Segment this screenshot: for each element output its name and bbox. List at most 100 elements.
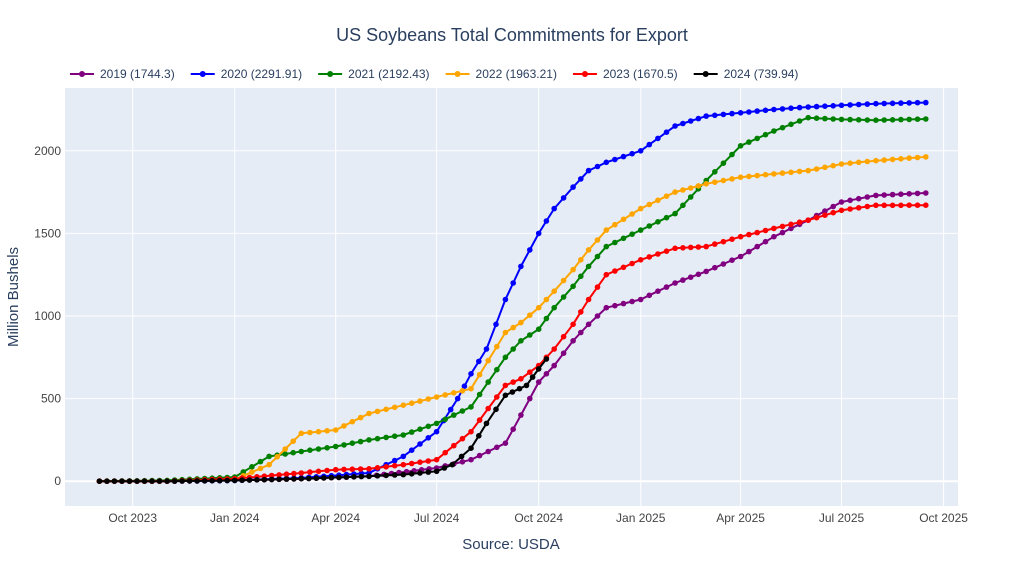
data-point [881, 117, 887, 123]
data-point [442, 392, 449, 398]
y-tick-label: 1000 [34, 309, 61, 323]
data-point [449, 461, 456, 468]
chart-title: US Soybeans Total Commitments for Export [336, 25, 688, 45]
legend-label: 2023 (1670.5) [603, 67, 678, 81]
data-point [276, 472, 282, 478]
legend-item[interactable]: 2020 (2291.91) [190, 67, 302, 81]
data-point [873, 202, 879, 209]
data-point [502, 354, 509, 361]
data-point [612, 268, 618, 274]
data-point [695, 271, 702, 278]
data-point [822, 164, 828, 171]
data-point [578, 329, 584, 336]
data-point [134, 478, 140, 485]
data-point [257, 458, 264, 465]
data-point [620, 216, 627, 223]
data-point [855, 101, 862, 108]
data-point [374, 473, 381, 479]
data-point [864, 158, 871, 165]
data-point [889, 117, 896, 123]
data-point [417, 441, 423, 447]
data-point [672, 245, 678, 252]
x-tick-label: Jul 2024 [414, 511, 460, 525]
data-point [646, 223, 653, 229]
data-point [754, 229, 760, 236]
data-point [425, 458, 432, 464]
data-point [754, 172, 760, 179]
data-point [551, 346, 557, 352]
data-point [383, 464, 389, 470]
data-point [527, 247, 533, 253]
data-point [408, 400, 415, 407]
data-point [830, 103, 836, 109]
data-point [417, 426, 423, 433]
legend-label: 2024 (739.94) [724, 67, 799, 81]
legend-item[interactable]: 2023 (1670.5) [572, 67, 678, 81]
data-point [417, 459, 423, 466]
data-point [594, 313, 601, 319]
data-point [282, 446, 289, 452]
data-point [494, 444, 500, 451]
data-point [847, 102, 853, 108]
data-point [838, 116, 845, 123]
data-point [476, 452, 483, 459]
data-point [813, 115, 820, 121]
legend-item[interactable]: 2019 (1744.3) [70, 67, 175, 81]
data-point [391, 433, 398, 440]
data-point [847, 116, 853, 123]
data-point [518, 412, 524, 418]
data-point [771, 171, 777, 177]
data-point [149, 478, 155, 485]
data-point [838, 199, 845, 205]
data-point [518, 376, 524, 382]
data-point [366, 466, 372, 472]
legend-item[interactable]: 2021 (2192.43) [318, 67, 430, 81]
data-point [332, 443, 339, 450]
data-point [485, 379, 492, 385]
legend-item[interactable]: 2022 (1963.21) [445, 67, 557, 81]
data-point [400, 471, 407, 478]
data-point [510, 426, 516, 433]
data-point [535, 230, 542, 237]
data-point [224, 477, 230, 484]
y-tick-label: 2000 [34, 144, 61, 158]
data-point [830, 209, 836, 216]
data-point [847, 197, 853, 204]
data-point [502, 382, 509, 389]
data-point [535, 366, 542, 372]
data-point [315, 428, 322, 435]
data-point [560, 294, 567, 300]
data-point [637, 205, 644, 212]
data-point [779, 124, 786, 131]
data-point [620, 153, 627, 160]
data-point [349, 418, 356, 425]
data-point [459, 408, 466, 414]
legend-item[interactable]: 2024 (739.94) [693, 67, 799, 81]
data-point [560, 333, 567, 340]
data-point [906, 202, 912, 208]
data-point [119, 478, 125, 485]
data-point [687, 244, 694, 251]
data-point [695, 183, 702, 189]
data-point [629, 211, 635, 217]
data-point [830, 203, 836, 210]
data-point [493, 406, 499, 413]
data-point [510, 346, 516, 352]
data-point [805, 217, 811, 223]
data-point [796, 104, 803, 111]
data-point [830, 162, 836, 169]
data-point [543, 371, 550, 377]
data-point [290, 449, 297, 456]
data-point [249, 469, 255, 475]
data-point [612, 156, 618, 163]
data-point [476, 391, 483, 398]
data-point [502, 392, 509, 399]
data-point [594, 237, 601, 243]
data-point [216, 477, 223, 484]
data-point [889, 156, 896, 163]
data-point [332, 427, 339, 433]
data-point [672, 123, 678, 129]
data-point [923, 99, 929, 106]
